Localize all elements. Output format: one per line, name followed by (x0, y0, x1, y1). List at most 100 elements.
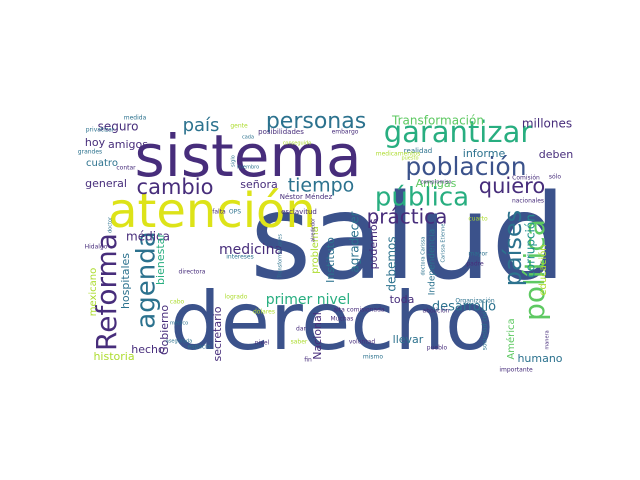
cloud-word-sociedad-civil: sociedad civil (482, 309, 489, 350)
cloud-word-hospitales: hospitales (119, 253, 132, 309)
cloud-word-corrupción: corrupción (524, 214, 538, 278)
cloud-word-señora: señora (240, 178, 277, 191)
cloud-word-doctor: doctor (108, 216, 114, 233)
cloud-word-personas: personas (266, 109, 366, 134)
cloud-word-medicina: medicina (219, 242, 283, 258)
cloud-word-general: general (85, 177, 127, 190)
cloud-word-mexicano: mexicano (88, 268, 99, 317)
cloud-word-esclavitud: esclavitud (281, 208, 317, 216)
cloud-word-desarrollo: desarrollo (432, 300, 496, 315)
cloud-word-manera: manera (545, 330, 551, 349)
cloud-word-conseguido: conseguido (283, 141, 312, 147)
cloud-word-derecho: derecho (170, 275, 494, 368)
cloud-word-embargo: embargo (332, 129, 359, 136)
cloud-word-mayor: mayor (468, 251, 488, 258)
cloud-word-historia: historia (93, 350, 134, 363)
cloud-word-compromiso: compromiso (421, 180, 452, 186)
cloud-word-ops: OPS (229, 209, 241, 216)
cloud-word-voluntad: voluntad (349, 339, 376, 346)
cloud-word-nivel: nivel (255, 340, 270, 347)
cloud-word-hoy: hoy (85, 136, 106, 149)
cloud-word-médico: médico (170, 320, 188, 327)
cloud-word-agradecer: agradecer (348, 211, 362, 272)
cloud-word-seguro: seguro (98, 120, 139, 134)
cloud-word-padre: padre (466, 261, 484, 268)
cloud-word-miembro: miembro (237, 165, 259, 171)
cloud-word-doctora-carissa: doctora Carissa (421, 237, 427, 276)
cloud-word-realidad: realidad (404, 147, 432, 155)
cloud-word-garantizar: garantizar (384, 115, 533, 149)
cloud-word-falta: falta (212, 209, 226, 216)
cloud-word-posibilidades: posibilidades (258, 128, 304, 136)
cloud-word-educación: educación (537, 244, 549, 295)
cloud-word-humano: humano (517, 352, 562, 365)
cloud-word-amigos: amigos (108, 138, 148, 151)
cloud-word-pública: pública (375, 183, 469, 213)
cloud-canvas (80, 106, 560, 372)
cloud-word-millones: millones (522, 117, 572, 131)
cloud-word-comisión: Comisión (512, 175, 540, 182)
cloud-word-tiempo: tiempo (288, 175, 355, 197)
cloud-word-alta-comisionada: alta comisionada (333, 307, 385, 314)
cloud-word-importante: importante (499, 367, 533, 374)
cloud-word-sistema: sistema (134, 122, 361, 190)
cloud-word-problema: problema (310, 226, 321, 274)
cloud-word-atención: atención (108, 183, 316, 239)
cloud-word-práctica: práctica (367, 205, 448, 229)
cloud-word-fin: fin (304, 357, 312, 364)
cloud-word-grandes: grandes (78, 149, 102, 156)
cloud-word-gobierno: Gobierno (158, 305, 171, 355)
cloud-word-saber: saber (291, 339, 308, 346)
cloud-word-medicamentos: medicamentos (376, 151, 420, 158)
cloud-word-secretario: secretario (211, 306, 224, 361)
cloud-word-asegurada: asegurada (166, 339, 192, 345)
cloud-word-espacio: espacio (188, 344, 211, 351)
cloud-word-cambio: cambio (137, 175, 214, 199)
cloud-word-dar: dar (296, 326, 306, 333)
cloud-word-privatizar: privatizar (86, 127, 115, 134)
cloud-word-abolición: abolición (423, 308, 450, 315)
cloud-word-carissa-etienne: Carissa Etienne (441, 224, 447, 263)
cloud-word-transformaciones: Transformaciones (278, 234, 284, 279)
cloud-word-puesto: puesto (401, 156, 418, 162)
cloud-word-néstor-méndez: Néstor Méndez (280, 193, 333, 201)
cloud-word-población: población (405, 152, 526, 181)
cloud-word-logrado: logrado (225, 294, 248, 301)
cloud-word-hecho: hecho (131, 343, 165, 356)
cloud-word-bienestar: bienestar (154, 233, 167, 285)
cloud-word-instituto: Instituto (324, 237, 337, 283)
cloud-word-quiero: quiero (479, 174, 545, 198)
cloud-word-nacionales: nacionales (512, 198, 544, 205)
cloud-word-mismo: mismo (363, 354, 383, 361)
cloud-word-sólo: sólo (549, 174, 561, 181)
cloud-word-dólares: dólares (253, 309, 275, 316)
cloud-word-siglo: siglo (231, 155, 237, 167)
cloud-word-médica: médica (126, 230, 170, 244)
cloud-word-américa: América (505, 318, 517, 359)
cloud-word-directora: directora (179, 269, 206, 276)
cloud-word-países: países (499, 210, 527, 286)
cloud-word-muchas: Muchas (331, 316, 354, 323)
cloud-word-transformación: Transformación (391, 114, 484, 128)
cloud-word-pueblo: pueblo (427, 345, 448, 352)
cloud-word-salud: salud (250, 168, 566, 306)
cloud-word-deben: deben (539, 148, 574, 161)
cloud-word-intereses: intereses (226, 254, 253, 261)
cloud-word-organización: Organización (455, 298, 495, 305)
cloud-word-gente: gente (230, 123, 248, 130)
cloud-word-primer-nivel: primer nivel (266, 292, 351, 308)
cloud-word-agenda: agenda (132, 231, 162, 328)
cloud-word-medida: medida (124, 115, 147, 122)
cloud-word-llevar: llevar (393, 333, 424, 346)
cloud-word-independencia: Independencia (428, 229, 438, 295)
cloud-word-reforma: Reforma (90, 233, 123, 351)
cloud-word-amigas: Amigas (416, 177, 457, 190)
cloud-word-hidalgo: Hidalgo (85, 244, 108, 251)
cloud-word-política: política (518, 219, 551, 321)
cloud-word-toda: toda (390, 293, 415, 306)
cloud-word-nacional: Nacional (311, 312, 324, 360)
cloud-word-alrededor: alrededor (311, 217, 317, 242)
cloud-word-contar: contar (116, 165, 136, 172)
